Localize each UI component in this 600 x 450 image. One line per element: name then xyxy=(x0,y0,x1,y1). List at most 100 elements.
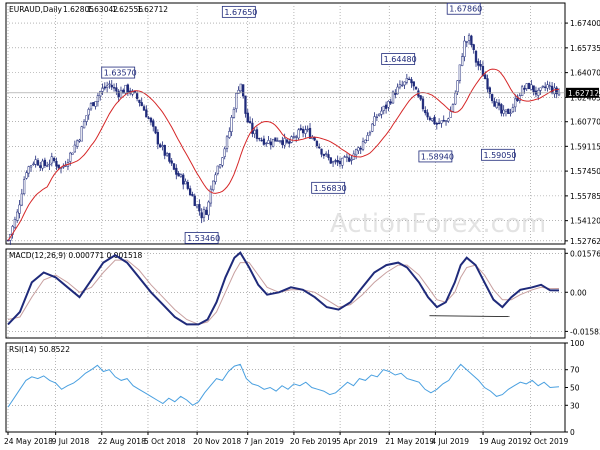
candle-body-101 xyxy=(239,83,242,92)
candle-body-73 xyxy=(175,167,178,175)
candle-body-236 xyxy=(550,85,554,94)
ohlc-low: 1.62556 xyxy=(112,5,143,14)
peak-annotation-label-7: 1.59050 xyxy=(483,151,516,160)
candle-body-104 xyxy=(246,112,249,123)
candle-body-209 xyxy=(488,87,491,94)
candle-body-52 xyxy=(126,84,130,93)
macd-y-tick-label-0: 0.015762 xyxy=(570,249,600,258)
peak-annotation-box-6 xyxy=(418,150,453,163)
candle-body-105 xyxy=(248,121,252,123)
candle-body-166 xyxy=(389,101,392,104)
candle-body-19 xyxy=(50,156,53,164)
candle-body-22 xyxy=(57,164,60,169)
candle-body-153 xyxy=(359,147,362,150)
candle-body-177 xyxy=(414,86,418,90)
rsi-y-tick-label-3: 30 xyxy=(570,401,580,410)
candle-body-103 xyxy=(244,95,247,114)
rsi-y-tick-label-2: 50 xyxy=(570,384,580,393)
candle-body-95 xyxy=(225,136,229,149)
candle-body-14 xyxy=(39,165,42,168)
peak-annotation-box-0 xyxy=(101,66,136,79)
peak-annotation-label-6: 1.58940 xyxy=(421,152,454,161)
candle-body-96 xyxy=(228,131,231,138)
candle-body-157 xyxy=(368,132,372,135)
candle-body-189 xyxy=(442,119,445,122)
price-panel-frame xyxy=(5,2,566,245)
candle-body-44 xyxy=(108,83,111,85)
candle-body-62 xyxy=(149,117,153,123)
candle-body-122 xyxy=(288,141,291,144)
candle-body-205 xyxy=(479,64,482,67)
macd-panel-title: MACD(12,26,9) 0.000771 0.001518 xyxy=(9,251,143,260)
candle-body-10 xyxy=(29,165,33,168)
candle-body-161 xyxy=(378,113,381,116)
candle-body-169 xyxy=(396,86,399,95)
candle-body-119 xyxy=(281,140,284,145)
candle-body-78 xyxy=(186,182,189,189)
candle-body-182 xyxy=(426,112,429,118)
candle-body-145 xyxy=(341,157,344,166)
candle-body-211 xyxy=(493,100,496,107)
x-tick-label-6: 20 Feb 2019 xyxy=(290,437,337,446)
candle-body-40 xyxy=(99,91,102,97)
candle-body-162 xyxy=(380,110,383,115)
candle-body-213 xyxy=(497,102,501,106)
x-tick-label-4: 20 Nov 2018 xyxy=(193,437,241,446)
candle-body-130 xyxy=(306,128,309,131)
candle-body-221 xyxy=(516,97,519,101)
candle-body-176 xyxy=(412,81,415,87)
candle-body-41 xyxy=(101,87,104,92)
candle-body-20 xyxy=(52,157,56,162)
candle-body-165 xyxy=(387,100,390,108)
candle-body-11 xyxy=(32,163,35,166)
candle-body-83 xyxy=(198,204,201,212)
candle-body-175 xyxy=(410,79,413,84)
candle-body-228 xyxy=(532,85,535,93)
candle-body-79 xyxy=(188,188,192,196)
candle-body-111 xyxy=(262,138,266,145)
candle-body-208 xyxy=(486,78,489,90)
candle-body-148 xyxy=(348,157,351,162)
candle-body-61 xyxy=(147,117,150,119)
candle-body-198 xyxy=(463,40,466,57)
candle-body-133 xyxy=(313,137,316,141)
candle-body-227 xyxy=(530,84,533,90)
candle-body-237 xyxy=(553,87,556,95)
x-tick-label-2: 22 Aug 2018 xyxy=(98,437,146,446)
candle-body-127 xyxy=(299,128,302,131)
candle-body-171 xyxy=(401,84,404,87)
candle-body-155 xyxy=(364,139,367,143)
candle-body-225 xyxy=(525,83,528,89)
candle-body-45 xyxy=(110,84,113,88)
candle-body-146 xyxy=(343,156,346,158)
x-tick-label-11: 2 Oct 2019 xyxy=(527,437,569,446)
candle-body-167 xyxy=(391,91,395,104)
candle-body-30 xyxy=(76,140,79,147)
peak-annotation-box-4 xyxy=(446,2,481,15)
candle-body-195 xyxy=(456,80,459,93)
candle-body-185 xyxy=(433,116,436,125)
candle-body-114 xyxy=(269,141,272,146)
candle-body-136 xyxy=(320,148,323,155)
candle-body-87 xyxy=(207,201,210,216)
candle-body-202 xyxy=(472,44,475,50)
candle-body-142 xyxy=(334,160,337,162)
candle-body-97 xyxy=(230,117,233,132)
candle-body-34 xyxy=(85,115,88,122)
candle-body-184 xyxy=(431,118,434,121)
macd-trendline xyxy=(429,315,510,317)
candle-body-100 xyxy=(237,89,240,94)
candle-body-39 xyxy=(96,95,100,103)
candle-body-121 xyxy=(285,139,289,143)
candle-body-190 xyxy=(444,120,448,122)
rsi-series-line-0 xyxy=(7,363,560,408)
macd-series-line-1 xyxy=(7,251,560,326)
candle-body-12 xyxy=(34,159,37,165)
candle-body-179 xyxy=(419,95,422,100)
candle-body-235 xyxy=(548,85,551,87)
candle-body-89 xyxy=(212,180,215,191)
candle-body-231 xyxy=(539,87,542,91)
candle-body-188 xyxy=(440,120,443,124)
candle-body-15 xyxy=(41,160,44,169)
candle-body-71 xyxy=(170,160,173,164)
